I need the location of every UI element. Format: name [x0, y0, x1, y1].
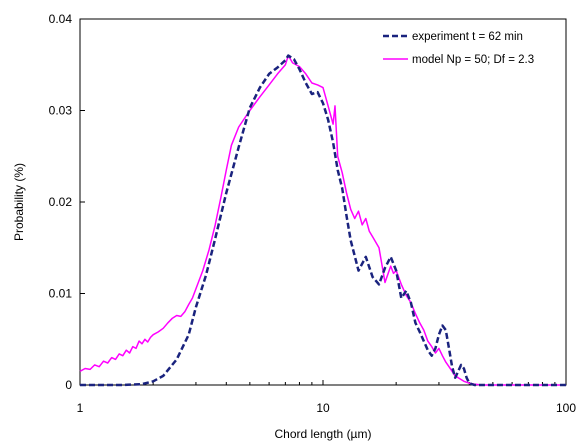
- series-line-experiment: [80, 54, 566, 387]
- legend: experiment t = 62 min model Np = 50; Df …: [378, 24, 562, 72]
- x-axis-title: Chord length (µm): [275, 427, 372, 441]
- series-line-model: [79, 54, 566, 386]
- series-layer: [79, 54, 566, 387]
- y-tick-label: 0.01: [49, 287, 73, 301]
- y-tick-label: 0: [65, 378, 72, 392]
- y-axis-title: Probability (%): [12, 163, 26, 241]
- y-axis-ticks: 0 0.01 0.02 0.03 0.04: [49, 12, 85, 392]
- y-tick-label: 0.04: [49, 12, 73, 26]
- plot-area: [79, 18, 567, 386]
- legend-label-model: model Np = 50; Df = 2.3: [412, 54, 534, 66]
- legend-box: [378, 24, 562, 72]
- x-tick-label: 10: [316, 401, 330, 415]
- x-tick-label: 1: [77, 401, 84, 415]
- y-tick-label: 0.02: [49, 195, 73, 209]
- legend-label-experiment: experiment t = 62 min: [412, 31, 523, 43]
- x-axis-ticks: 1 10 100: [77, 380, 576, 415]
- y-tick-label: 0.03: [49, 104, 73, 118]
- x-tick-label: 100: [556, 401, 576, 415]
